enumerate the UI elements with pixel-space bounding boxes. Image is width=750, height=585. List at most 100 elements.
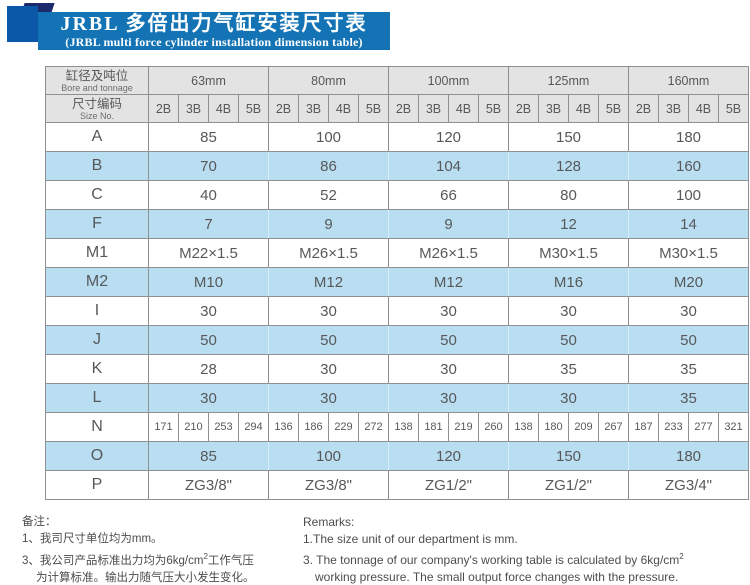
notes-en-heading: Remarks:	[303, 515, 355, 529]
data-cell: 138	[508, 412, 539, 442]
data-cell: 180	[628, 441, 749, 471]
data-cell: M26×1.5	[268, 238, 389, 268]
data-cell: M10	[148, 267, 269, 297]
data-cell: 120	[388, 122, 509, 152]
data-cell: M30×1.5	[628, 238, 749, 268]
row-label-cell: C	[45, 180, 149, 210]
superscript-2: 2	[203, 552, 208, 561]
data-cell: 233	[658, 412, 689, 442]
data-cell: 28	[148, 354, 269, 384]
data-cell: 66	[388, 180, 509, 210]
data-cell: 35	[628, 354, 749, 384]
header-row-bore: 缸径及吨位 Bore and tonnage 63mm 80mm 100mm 125mm 1…	[45, 66, 749, 95]
size-code-header-cell: 2B	[148, 94, 179, 123]
table-row: A 85 100 120 150 180	[45, 122, 749, 152]
data-cell: M26×1.5	[388, 238, 509, 268]
bore-group-header-cell: 100mm	[388, 66, 509, 95]
data-cell: 30	[268, 383, 389, 413]
data-cell: 86	[268, 151, 389, 181]
table-row: O 85 100 120 150 180	[45, 441, 749, 471]
data-cell: 272	[358, 412, 389, 442]
size-code-header-cell: 2B	[268, 94, 299, 123]
data-cell: 138	[388, 412, 419, 442]
data-cell: 128	[508, 151, 629, 181]
data-cell: 253	[208, 412, 239, 442]
title-banner: JRBL 多倍出力气缸安装尺寸表 (JRBL multi force cylin…	[38, 12, 390, 50]
data-cell: 52	[268, 180, 389, 210]
header-row-size: 尺寸编码 Size No. 2B 3B 4B 5B 2B 3B 4B 5B 2B 3B 4B 5B 2B 3B…	[45, 94, 749, 123]
row-label-cell: L	[45, 383, 149, 413]
table-row: I 30 30 30 30 30	[45, 296, 749, 326]
table-row: C 40 52 66 80 100	[45, 180, 749, 210]
size-code-header-cell: 4B	[448, 94, 479, 123]
row-label-cell: O	[45, 441, 149, 471]
size-code-header-cell: 5B	[598, 94, 629, 123]
data-cell: M30×1.5	[508, 238, 629, 268]
data-cell: 104	[388, 151, 509, 181]
row-label-cell: A	[45, 122, 149, 152]
size-code-header-cell: 5B	[238, 94, 269, 123]
data-cell: 30	[388, 354, 509, 384]
size-code-header-cell: 3B	[658, 94, 689, 123]
data-cell: 50	[508, 325, 629, 355]
data-cell: M22×1.5	[148, 238, 269, 268]
data-cell: 120	[388, 441, 509, 471]
notes-cn-line3: 为计算标准。输出力随气压大小发生变化。	[36, 571, 255, 584]
page-title: JRBL 多倍出力气缸安装尺寸表	[60, 13, 368, 35]
data-cell: 70	[148, 151, 269, 181]
row-label-cell: F	[45, 209, 149, 239]
size-no-header-cell: 尺寸编码 Size No.	[45, 94, 149, 123]
data-cell: 187	[628, 412, 659, 442]
data-cell: 9	[388, 209, 509, 239]
data-cell: 7	[148, 209, 269, 239]
size-code-header-cell: 5B	[718, 94, 749, 123]
row-label-cell: K	[45, 354, 149, 384]
data-cell: 14	[628, 209, 749, 239]
row-label-cell: B	[45, 151, 149, 181]
data-cell: 150	[508, 122, 629, 152]
data-cell: 50	[628, 325, 749, 355]
data-cell: 12	[508, 209, 629, 239]
data-cell: 9	[268, 209, 389, 239]
data-cell: ZG1/2"	[508, 470, 629, 500]
data-cell: ZG3/8"	[268, 470, 389, 500]
data-cell: 209	[568, 412, 599, 442]
data-cell: 50	[148, 325, 269, 355]
data-cell: 229	[328, 412, 359, 442]
data-cell: 35	[628, 383, 749, 413]
notes-chinese: 备注： 1、我司尺寸单位均为mm。 3、我公司产品标准出力均为6kg/cm2工作…	[22, 514, 300, 585]
size-code-header-cell: 3B	[538, 94, 569, 123]
data-cell: 219	[448, 412, 479, 442]
notes-english: Remarks: 1.The size unit of our departme…	[303, 514, 745, 585]
data-cell: 85	[148, 122, 269, 152]
row-label-cell: J	[45, 325, 149, 355]
data-cell: 136	[268, 412, 299, 442]
page-subtitle: (JRBL multi force cylinder installation …	[65, 35, 363, 49]
table-row: K 28 30 30 35 35	[45, 354, 749, 384]
size-code-header-cell: 3B	[178, 94, 209, 123]
table-container: 缸径及吨位 Bore and tonnage 63mm 80mm 100mm 125mm 1…	[45, 66, 749, 500]
notes-cn-line1: 1、我司尺寸单位均为mm。	[22, 533, 163, 545]
table-row: M1 M22×1.5 M26×1.5 M26×1.5 M30×1.5 M30×1.5	[45, 238, 749, 268]
bore-group-header-cell: 160mm	[628, 66, 749, 95]
row-label-cell: M2	[45, 267, 149, 297]
notes-cn-heading: 备注：	[22, 516, 57, 528]
data-cell: 186	[298, 412, 329, 442]
blue-square-decoration	[7, 6, 38, 42]
data-cell: 35	[508, 354, 629, 384]
size-code-header-cell: 2B	[388, 94, 419, 123]
data-cell: 150	[508, 441, 629, 471]
data-cell: 171	[148, 412, 179, 442]
data-cell: 100	[628, 180, 749, 210]
data-cell: ZG1/2"	[388, 470, 509, 500]
table-row: M2 M10 M12 M12 M16 M20	[45, 267, 749, 297]
data-cell: 180	[538, 412, 569, 442]
table-row: F 7 9 9 12 14	[45, 209, 749, 239]
size-code-header-cell: 2B	[508, 94, 539, 123]
data-cell: 30	[508, 296, 629, 326]
data-cell: 50	[268, 325, 389, 355]
bore-tonnage-header-cell: 缸径及吨位 Bore and tonnage	[45, 66, 149, 95]
data-cell: 85	[148, 441, 269, 471]
data-cell: 267	[598, 412, 629, 442]
data-cell: 321	[718, 412, 749, 442]
